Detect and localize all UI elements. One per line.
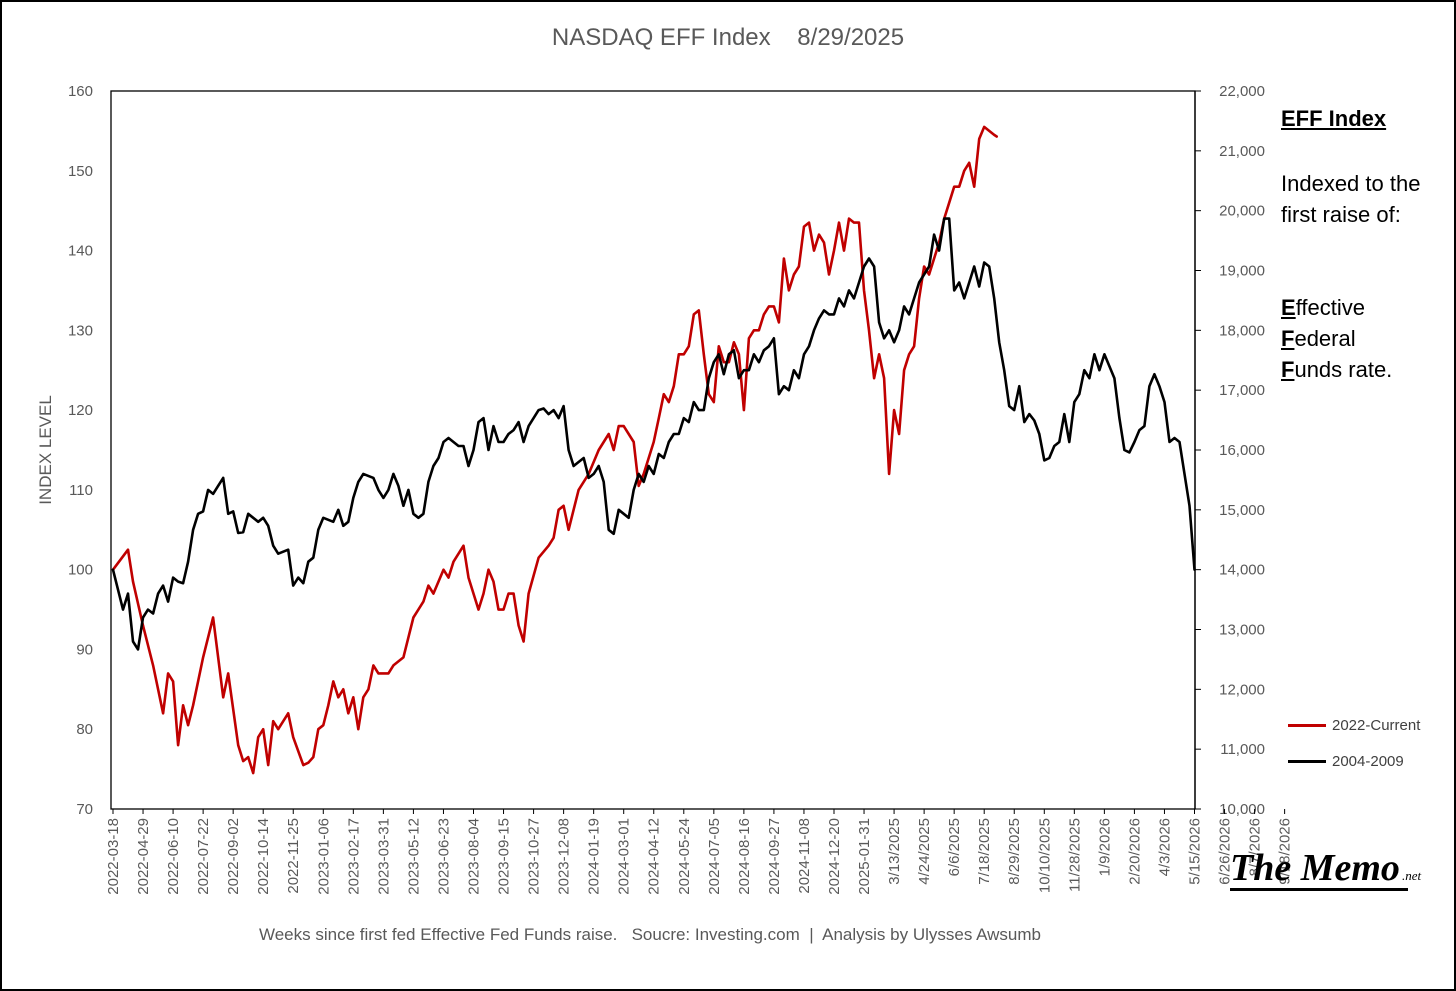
acronym-line: Funds rate.: [1281, 354, 1392, 385]
y-tick-label: 80: [76, 721, 93, 738]
x-tick-label: 2024-07-05: [706, 818, 723, 895]
x-tick-label: 2024-01-19: [586, 818, 603, 895]
x-axis-label: Weeks since first fed Effective Fed Fund…: [259, 925, 1041, 944]
y2-tick-label: 18,000: [1219, 322, 1265, 339]
x-tick-label: 9/18/2026: [1277, 818, 1294, 885]
sidebar-description: Indexed to the first raise of:: [1281, 171, 1421, 227]
x-tick-label: 2022-10-14: [255, 818, 272, 895]
the-memo-logo: The Memo .net: [1230, 846, 1440, 891]
x-tick-label: 2024-12-20: [826, 818, 843, 895]
x-tick-label: 2022-09-02: [225, 818, 242, 895]
legend-swatch: [1288, 760, 1326, 763]
legend-item-2022-current[interactable]: 2022-Current: [1288, 717, 1420, 734]
x-tick-label: 3/13/2025: [886, 818, 903, 885]
acronym-rest: unds rate.: [1294, 357, 1393, 382]
x-tick-label: 2/20/2026: [1126, 818, 1143, 885]
x-tick-label: 2023-10-27: [526, 818, 543, 895]
sidebar-title: EFF Index: [1281, 106, 1387, 131]
y-tick-label: 90: [76, 641, 93, 658]
x-tick-label: 2024-08-16: [736, 818, 753, 895]
y2-tick-label: 19,000: [1219, 263, 1265, 280]
y2-tick-label: 15,000: [1219, 502, 1265, 519]
y-tick-label: 110: [69, 482, 93, 499]
acronym-line: Effective: [1281, 292, 1392, 323]
series-line-2004-2009: [111, 217, 1196, 651]
legend-label: 2004-2009: [1332, 753, 1404, 770]
x-tick-label: 2024-03-01: [616, 818, 633, 895]
x-tick-label: 2024-04-12: [646, 818, 663, 895]
x-tick-label: 2023-09-15: [496, 818, 513, 895]
legend-label: 2022-Current: [1332, 717, 1421, 734]
x-tick-label: 5/15/2026: [1186, 818, 1203, 885]
chart-title: NASDAQ EFF Index 8/29/2025: [552, 24, 904, 51]
x-tick-label: 2024-05-24: [676, 818, 693, 895]
y2-tick-label: 12,000: [1219, 681, 1265, 698]
x-tick-label: 2023-03-31: [375, 818, 392, 895]
y2-tick-label: 17,000: [1219, 382, 1265, 399]
y2-tick-label: 11,000: [1220, 741, 1265, 758]
acronym-rest: ederal: [1294, 326, 1356, 351]
y2-tick-label: 21,000: [1219, 143, 1265, 160]
x-tick-label: 2022-11-25: [285, 818, 302, 894]
sidebar-acronym: Effective Federal Funds rate.: [1281, 292, 1392, 385]
x-tick-label: 8/7/2026: [1247, 818, 1264, 876]
x-tick-label: 2022-04-29: [135, 818, 152, 895]
y-tick-label: 140: [68, 243, 93, 260]
x-tick-label: 2023-12-08: [556, 818, 573, 895]
x-tick-label: 6/26/2026: [1217, 818, 1234, 885]
x-tick-label: 2022-07-22: [195, 818, 212, 895]
x-tick-label: 2024-09-27: [766, 818, 783, 895]
x-tick-label: 2023-05-12: [405, 818, 422, 895]
logo-main-text: The Memo: [1230, 847, 1400, 889]
x-tick-label: 4/24/2025: [916, 818, 933, 885]
x-tick-label: 1/9/2026: [1096, 818, 1113, 876]
y-tick-label: 120: [68, 402, 93, 419]
x-tick-label: 6/6/2025: [946, 818, 963, 876]
plot-area-border: [110, 90, 1196, 810]
y-tick-label: 100: [68, 562, 93, 579]
x-tick-label: 2024-11-08: [796, 818, 813, 894]
y2-tick-label: 20,000: [1219, 203, 1265, 220]
x-tick-label: 2023-06-23: [435, 818, 452, 895]
x-tick-label: 2023-02-17: [345, 818, 362, 895]
series-line-2022-current: [111, 125, 999, 775]
y-tick-label: 130: [68, 322, 93, 339]
x-tick-label: 2025-01-31: [856, 818, 873, 895]
x-tick-label: 4/3/2026: [1156, 818, 1173, 876]
acronym-letter: F: [1281, 326, 1295, 351]
y-axis-label: INDEX LEVEL: [36, 395, 55, 505]
legend-item-2004-2009[interactable]: 2004-2009: [1288, 753, 1404, 770]
y-tick-label: 150: [68, 163, 93, 180]
legend-swatch: [1288, 724, 1326, 727]
y2-tick-label: 14,000: [1219, 562, 1265, 579]
x-tick-label: 10/10/2025: [1036, 818, 1053, 893]
x-tick-label: 8/29/2025: [1006, 818, 1023, 885]
x-tick-label: 2023-01-06: [315, 818, 332, 895]
x-tick-label: 2022-06-10: [165, 818, 182, 895]
acronym-line: Federal: [1281, 323, 1392, 354]
acronym-rest: ffective: [1295, 295, 1365, 320]
y2-tick-label: 13,000: [1219, 622, 1265, 639]
x-tick-label: 7/18/2025: [976, 818, 993, 885]
x-tick-label: 2023-08-04: [465, 818, 482, 895]
logo-suffix-text: .net: [1401, 868, 1422, 883]
y2-tick-label: 22,000: [1219, 83, 1265, 100]
y-tick-label: 160: [68, 83, 93, 100]
y-tick-label: 70: [76, 801, 93, 818]
x-tick-label: 2022-03-18: [105, 818, 122, 895]
x-tick-label: 11/28/2025: [1066, 818, 1083, 892]
acronym-letter: F: [1281, 357, 1295, 382]
y2-tick-label: 10,000: [1219, 801, 1265, 818]
acronym-letter: E: [1281, 295, 1296, 320]
y2-tick-label: 16,000: [1219, 442, 1265, 459]
